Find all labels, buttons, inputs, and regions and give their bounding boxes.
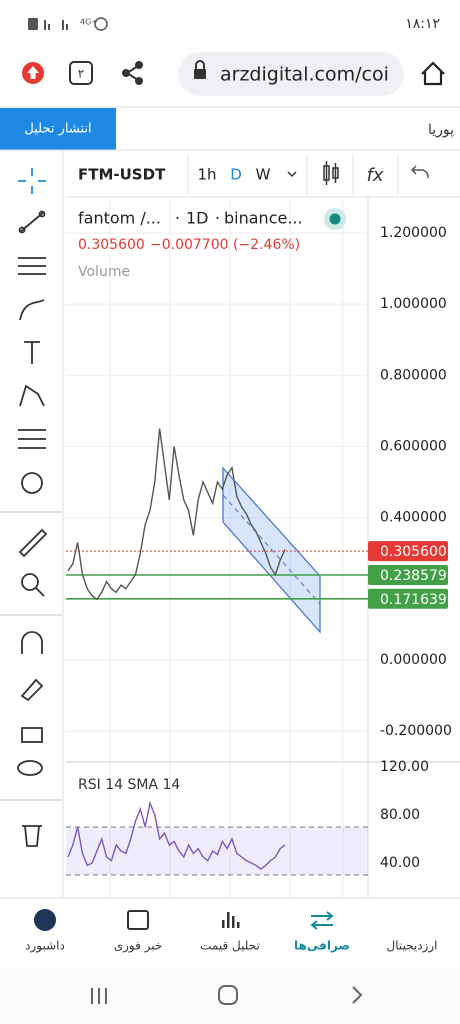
recents-button[interactable]	[91, 988, 107, 1004]
price-tick-label: 1.200000	[380, 225, 447, 241]
drawing-toolbar	[0, 168, 62, 847]
crosshair-tool[interactable]	[18, 168, 46, 194]
symbol[interactable]: FTM-USDT	[78, 166, 166, 184]
price-tick-label: 0.600000	[380, 438, 447, 454]
system-nav	[0, 968, 460, 1024]
nav-label[interactable]: ارزدیجیتال	[387, 939, 438, 954]
analysis-icon[interactable]	[237, 922, 240, 928]
price-badge-label: 0.238579	[380, 568, 447, 584]
price-line	[67, 428, 286, 601]
undo-button[interactable]	[410, 165, 429, 179]
price-badge	[368, 588, 448, 609]
lock-drawing-tool[interactable]	[20, 678, 44, 702]
pattern-tool[interactable]	[19, 384, 45, 407]
fib-tool[interactable]	[18, 257, 46, 275]
url-bar[interactable]	[178, 52, 404, 96]
nav-label[interactable]: داشبورد	[25, 939, 65, 954]
price-badge-label: 0.171639	[380, 592, 447, 608]
share-button[interactable]	[122, 61, 143, 85]
visibility-tool[interactable]	[17, 760, 43, 776]
lock-icon	[194, 69, 206, 79]
rsi-title: RSI 14 SMA 14	[78, 777, 180, 793]
legend-title: fantom /...	[78, 209, 161, 228]
rsi-band	[66, 827, 368, 875]
price-badge-label: 0.305600	[380, 544, 447, 560]
channel-median	[222, 494, 321, 605]
chart-type-button[interactable]	[323, 161, 339, 185]
rsi-line	[67, 800, 286, 870]
publish-button[interactable]	[0, 108, 116, 150]
rsi-tick-label: 40.00	[380, 855, 420, 871]
legend-price: 0.305600	[78, 237, 145, 253]
tabs-button[interactable]	[69, 61, 93, 85]
arrow-icon	[27, 66, 39, 79]
avatar[interactable]	[34, 909, 56, 931]
rsi-tick-label: 80.00	[380, 807, 420, 823]
price-tick-label: 0.400000	[380, 510, 447, 526]
interval-menu[interactable]	[287, 171, 297, 178]
text-tool[interactable]	[24, 341, 40, 364]
emoji-tool[interactable]	[21, 472, 43, 494]
analysis-icon[interactable]	[232, 916, 235, 928]
url: arzdigital.com/coi	[220, 64, 389, 86]
legend-change: −0.007700 (−2.46%)	[150, 237, 300, 253]
nav-label[interactable]: تحلیل قیمت	[200, 939, 260, 953]
home-button[interactable]	[421, 61, 445, 86]
price-tick-label: 1.000000	[380, 296, 447, 312]
exchange-icon[interactable]	[310, 911, 334, 930]
interval[interactable]: D	[230, 166, 242, 184]
user-name: پوریا	[428, 122, 454, 138]
magnet-tool[interactable]	[21, 631, 43, 654]
delete-tool[interactable]	[22, 825, 42, 847]
zoom-tool[interactable]	[21, 573, 39, 591]
tab-count: ۲	[78, 67, 84, 81]
clock: ۱۸:۱۲	[405, 16, 440, 32]
analysis-icon[interactable]	[227, 912, 230, 928]
nav-label[interactable]: خبر فوری	[114, 939, 163, 954]
ruler-tool[interactable]	[18, 528, 48, 558]
indicators-button[interactable]: fx	[367, 165, 384, 186]
rsi-tick-label: 120.00	[380, 759, 429, 775]
unlock-tool[interactable]	[21, 727, 43, 743]
legend-sep: ·	[215, 209, 220, 228]
price-tick-label: -0.200000	[380, 723, 452, 739]
legend-exchange: binance...	[224, 209, 303, 228]
brush-tool[interactable]	[19, 299, 45, 321]
svg-text:4G+: 4G+	[80, 18, 98, 27]
interval[interactable]: 1h	[197, 166, 216, 184]
price-badge	[368, 564, 448, 585]
legend-volume: Volume	[78, 264, 130, 280]
interval[interactable]: W	[256, 166, 271, 184]
nav-label[interactable]: صرافی‌ها	[294, 939, 350, 953]
prediction-tool[interactable]	[18, 429, 46, 449]
status-icons: 4G+	[28, 17, 108, 31]
legend-sep: ·	[175, 209, 180, 228]
home-system-button[interactable]	[218, 985, 238, 1005]
price-badge	[368, 541, 448, 562]
back-button[interactable]	[352, 986, 363, 1004]
price-tick-label: 0.800000	[380, 367, 447, 383]
news-icon[interactable]	[127, 910, 149, 930]
publish-label: انتشار تحلیل	[24, 122, 91, 137]
price-tick-label: 0.000000	[380, 652, 447, 668]
analysis-icon[interactable]	[222, 920, 225, 928]
legend-interval: 1D	[186, 209, 209, 228]
